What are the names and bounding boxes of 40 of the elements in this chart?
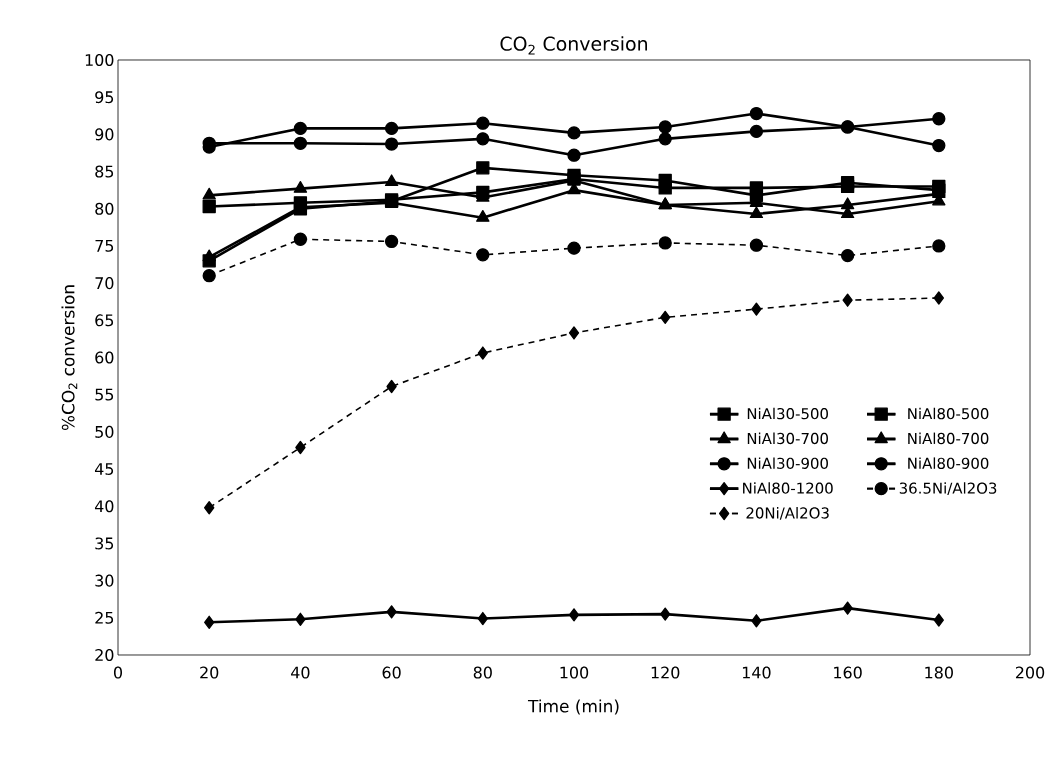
y-tick-label: 20 <box>95 648 114 662</box>
legend-label: 20Ni/Al2O3 <box>746 507 829 520</box>
legend-label: NiAl80-1200 <box>743 482 833 494</box>
legend-label: NiAl30-900 <box>747 457 828 469</box>
y-tick-label: 55 <box>95 388 114 401</box>
legend-label: NiAl80-900 <box>908 457 989 469</box>
y-tick-label: 75 <box>95 240 114 252</box>
y-tick-label: 65 <box>95 314 114 327</box>
legend-label: 36.5Ni/Al2O3 <box>899 482 997 495</box>
y-tick-label: 40 <box>94 500 114 513</box>
y-tick-label: 90 <box>95 128 114 141</box>
legend-label: NiAl30-700 <box>747 432 828 445</box>
y-axis-title: %CO$_{2}$ conversion <box>61 285 78 431</box>
x-tick-label: 40 <box>291 666 310 679</box>
y-tick-label: 100 <box>85 53 114 67</box>
y-tick-label: 60 <box>95 351 114 364</box>
y-tick-label: 45 <box>94 463 114 475</box>
x-tick-label: 0 <box>113 666 123 679</box>
x-tick-label: 180 <box>925 666 953 679</box>
x-axis-title: Time (min) <box>527 699 619 715</box>
y-tick-label: 30 <box>95 574 114 587</box>
y-tick-label: 50 <box>95 425 114 438</box>
x-tick-label: 160 <box>834 666 862 679</box>
y-tick-label: 70 <box>95 277 114 290</box>
x-tick-label: 140 <box>742 666 771 679</box>
y-tick-label: 85 <box>95 165 114 178</box>
x-tick-label: 80 <box>473 666 492 679</box>
y-tick-label: 80 <box>95 202 114 215</box>
legend-label: NiAl80-500 <box>908 407 989 420</box>
x-tick-label: 200 <box>1015 666 1045 679</box>
legend-label: NiAl30-500 <box>747 407 828 420</box>
x-tick-label: 20 <box>200 666 219 679</box>
x-tick-label: 120 <box>651 666 680 679</box>
legend-label: NiAl80-700 <box>908 432 989 445</box>
y-tick-label: 95 <box>95 91 114 104</box>
x-tick-label: 100 <box>560 666 589 679</box>
chart-title: CO$_{2}$ Conversion <box>500 36 647 55</box>
y-tick-label: 25 <box>95 611 114 624</box>
y-tick-label: 35 <box>95 537 114 550</box>
x-tick-label: 60 <box>382 666 401 679</box>
